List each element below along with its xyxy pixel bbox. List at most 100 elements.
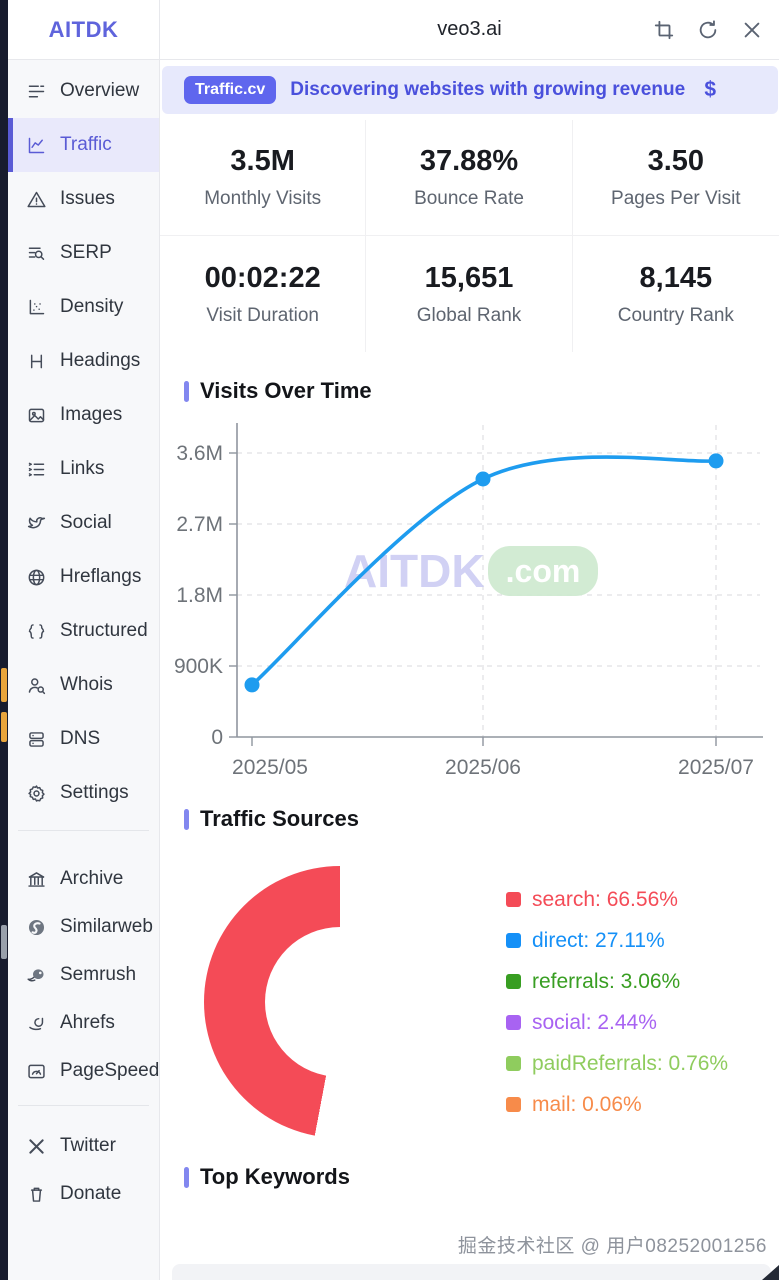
legend-item-mail[interactable]: mail: 0.06% <box>506 1093 728 1117</box>
sidebar-item-label: Settings <box>60 782 129 803</box>
sidebar-divider <box>18 1105 149 1106</box>
keywords-table-header <box>172 1264 771 1280</box>
legend-swatch <box>506 1097 521 1112</box>
donate-icon <box>26 1184 47 1205</box>
sidebar-item-semrush[interactable]: Semrush <box>8 951 159 999</box>
titlebar-main: veo3.ai <box>160 0 779 59</box>
page-title: veo3.ai <box>437 18 502 40</box>
stat-pages-per-visit: 3.50 Pages Per Visit <box>572 120 779 236</box>
x-axis-tick-label: 2025/07 <box>678 756 754 779</box>
sidebar-item-images[interactable]: Images <box>8 388 159 442</box>
legend-label: social: 2.44% <box>532 1010 657 1034</box>
density-icon <box>26 297 47 318</box>
stat-country-rank: 8,145 Country Rank <box>573 236 779 352</box>
legend-label: referrals: 3.06% <box>532 969 681 993</box>
x-axis-tick-label: 2025/06 <box>445 756 521 779</box>
section-visits-over-time: Visits Over Time <box>184 378 779 404</box>
sidebar-item-donate[interactable]: Donate <box>8 1170 159 1218</box>
sidebar-item-label: Traffic <box>60 134 112 155</box>
sidebar-item-label: Links <box>60 458 105 479</box>
aitdk-logo[interactable]: AITDK <box>48 16 119 42</box>
close-icon[interactable] <box>741 19 763 41</box>
legend-swatch <box>506 974 521 989</box>
sidebar: Overview Traffic Issues SERP Density Headings… <box>8 60 160 1280</box>
gear-icon <box>26 783 47 804</box>
section-accent-bar <box>184 380 189 402</box>
sidebar-item-dns[interactable]: DNS <box>8 712 159 766</box>
page-watermark: 掘金技术社区 @ 用户08252001256 <box>457 1236 767 1257</box>
images-icon <box>26 405 47 426</box>
window-edge-marker <box>1 712 7 742</box>
sidebar-item-overview[interactable]: Overview <box>8 64 159 118</box>
data-point[interactable] <box>708 453 724 469</box>
sidebar-item-ahrefs[interactable]: Ahrefs <box>8 999 159 1047</box>
data-point[interactable] <box>244 677 260 693</box>
stat-label: Country Rank <box>617 304 734 326</box>
data-point[interactable] <box>475 471 491 487</box>
sidebar-item-headings[interactable]: Headings <box>8 334 159 388</box>
legend-item-referrals[interactable]: referrals: 3.06% <box>506 970 728 994</box>
stats-grid: 3.5M Monthly Visits 37.88% Bounce Rate 3.50 P… <box>160 120 779 352</box>
y-axis-tick-label: 1.8M <box>176 584 223 607</box>
sidebar-item-label: Twitter <box>60 1135 116 1156</box>
legend-item-direct[interactable]: direct: 27.11% <box>506 929 728 953</box>
window-edge-marker <box>1 668 7 702</box>
sidebar-item-pagespeed[interactable]: PageSpeed <box>8 1047 159 1095</box>
crop-icon[interactable] <box>653 19 675 41</box>
sidebar-item-similarweb[interactable]: Similarweb <box>8 903 159 951</box>
stat-value: 00:02:22 <box>204 261 321 294</box>
legend-item-search[interactable]: search: 66.56% <box>506 888 728 912</box>
sidebar-item-twitter[interactable]: Twitter <box>8 1122 159 1170</box>
legend-label: direct: 27.11% <box>532 928 665 952</box>
sidebar-item-archive[interactable]: Archive <box>8 855 159 903</box>
sidebar-item-traffic[interactable]: Traffic <box>8 118 159 172</box>
donut-hole <box>265 927 415 1077</box>
social-icon <box>26 513 47 534</box>
links-icon <box>26 459 47 480</box>
sidebar-item-structured[interactable]: Structured <box>8 604 159 658</box>
legend-label: mail: 0.06% <box>532 1092 642 1116</box>
sidebar-item-label: Archive <box>60 868 124 889</box>
traffic-sources-body: search: 66.56% direct: 27.11% referrals: 3… <box>160 866 779 1138</box>
x-axis-tick-label: 2025/05 <box>232 756 308 779</box>
legend-item-social[interactable]: social: 2.44% <box>506 1011 728 1035</box>
traffic-cv-banner[interactable]: Traffic.cv Discovering websites with gro… <box>162 66 778 114</box>
x-icon <box>26 1136 47 1157</box>
legend-swatch <box>506 892 521 907</box>
sidebar-item-whois[interactable]: Whois <box>8 658 159 712</box>
sidebar-item-label: Whois <box>60 674 113 695</box>
stat-global-rank: 15,651 Global Rank <box>366 236 573 352</box>
sidebar-item-links[interactable]: Links <box>8 442 159 496</box>
sidebar-item-hreflangs[interactable]: Hreflangs <box>8 550 159 604</box>
legend-item-paidReferrals[interactable]: paidReferrals: 0.76% <box>506 1052 728 1076</box>
sidebar-item-density[interactable]: Density <box>8 280 159 334</box>
traffic-cv-badge[interactable]: Traffic.cv <box>184 76 277 104</box>
sidebar-item-settings[interactable]: Settings <box>8 766 159 820</box>
titlebar: AITDK veo3.ai <box>8 0 779 60</box>
sidebar-item-label: Ahrefs <box>60 1012 115 1033</box>
sidebar-item-serp[interactable]: SERP <box>8 226 159 280</box>
serp-icon <box>26 243 47 264</box>
sidebar-item-label: Density <box>60 296 124 317</box>
sidebar-main-group: Overview Traffic Issues SERP Density Headings… <box>8 60 159 820</box>
dollar-icon: $ <box>704 78 716 101</box>
section-accent-bar <box>184 808 189 830</box>
stat-label: Pages Per Visit <box>611 188 741 209</box>
refresh-icon[interactable] <box>697 19 719 41</box>
y-axis-tick-label: 0 <box>211 726 223 749</box>
y-axis-tick-label: 3.6M <box>176 442 223 465</box>
window-edge-scroll-thumb <box>1 925 7 959</box>
stat-value: 3.50 <box>647 145 705 177</box>
stat-label: Bounce Rate <box>414 188 524 209</box>
issues-icon <box>26 189 47 210</box>
sidebar-item-issues[interactable]: Issues <box>8 172 159 226</box>
stat-label: Global Rank <box>416 304 522 326</box>
sidebar-item-label: Hreflangs <box>60 566 142 587</box>
sidebar-item-social[interactable]: Social <box>8 496 159 550</box>
section-top-keywords: Top Keywords <box>184 1164 779 1190</box>
stat-bounce-rate: 37.88% Bounce Rate <box>366 120 573 236</box>
section-title: Visits Over Time <box>200 378 372 403</box>
sidebar-item-label: Social <box>60 512 112 533</box>
